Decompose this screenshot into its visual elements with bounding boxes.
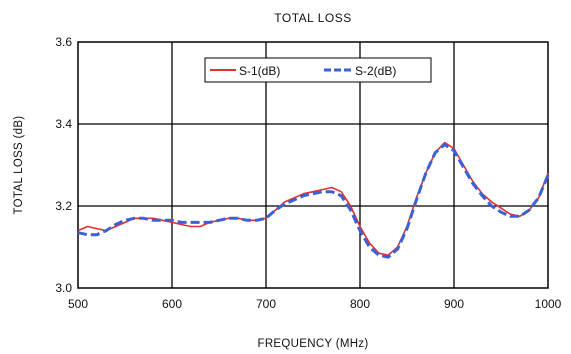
x-tick-label: 700: [256, 297, 276, 311]
series-line-s1: [77, 141, 549, 256]
x-axis-label: FREQUENCY (MHz): [258, 338, 369, 350]
plot-frame: [77, 41, 549, 289]
x-tick-label: 600: [162, 297, 182, 311]
x-tick-label: 1000: [535, 297, 562, 311]
y-axis-label: TOTAL LOSS (dB): [13, 116, 25, 215]
x-tick-label: 500: [68, 297, 88, 311]
series-line-s2: [77, 143, 550, 259]
grid-lines: [78, 42, 548, 288]
y-axis-ticks: 3.0 3.2 3.4 3.6: [55, 35, 72, 295]
legend-box: [204, 57, 432, 83]
x-tick-label: 800: [350, 297, 370, 311]
y-tick-label: 3.6: [55, 35, 72, 49]
legend-label-s1: S-1(dB): [239, 64, 280, 78]
y-tick-label: 3.4: [55, 117, 72, 131]
x-tick-label: 900: [444, 297, 464, 311]
x-axis-ticks: 500 600 700 800 900 1000: [68, 297, 562, 311]
chart-title: TOTAL LOSS: [274, 11, 351, 25]
legend: S-1(dB) S-2(dB): [204, 57, 432, 83]
y-tick-label: 3.0: [55, 281, 72, 295]
y-tick-label: 3.2: [55, 199, 72, 213]
series-lines: [77, 141, 550, 259]
legend-label-s2: S-2(dB): [355, 64, 396, 78]
